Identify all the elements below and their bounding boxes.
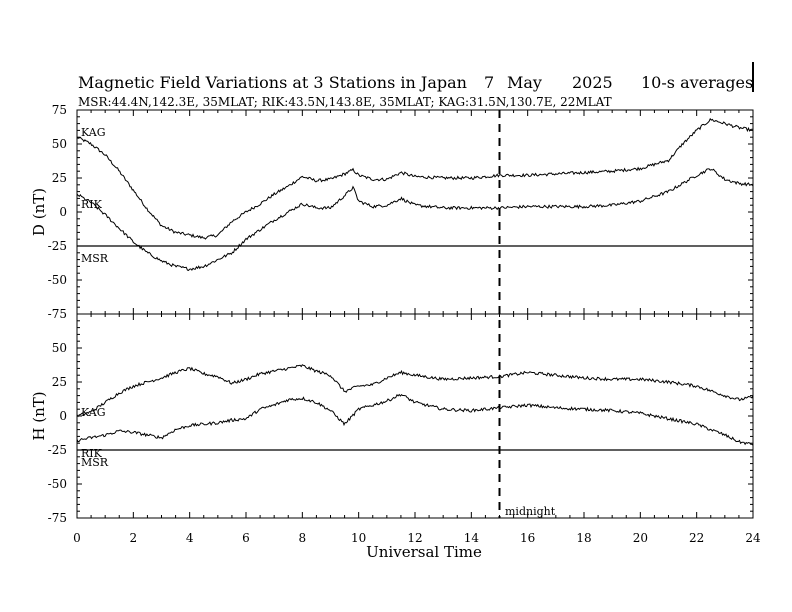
station-info: MSR:44.4N,142.3E, 35MLAT; RIK:43.5N,143.… <box>78 95 612 109</box>
y-tick-label: 50 <box>52 137 67 151</box>
panel-h-ylabel: H (nT) <box>30 391 48 440</box>
x-tick-label: 2 <box>130 531 138 545</box>
y-tick-label: -25 <box>48 239 67 253</box>
date-day: 7 <box>484 73 494 92</box>
y-tick-label: 75 <box>52 103 67 117</box>
panel-d-frame <box>76 109 754 315</box>
y-tick-label: 50 <box>52 341 67 355</box>
y-tick-label: 0 <box>59 409 67 423</box>
x-tick-label: 8 <box>299 531 307 545</box>
midnight-label: midnight <box>505 505 556 518</box>
y-tick-label: -75 <box>48 511 67 525</box>
series-rik-h-line <box>76 393 754 446</box>
y-tick-label: 25 <box>52 171 67 185</box>
x-tick-label: 24 <box>745 531 761 545</box>
series-rik-d-line <box>76 168 754 271</box>
series-kag-d-line <box>76 117 753 240</box>
station-label-h-kag: KAG <box>81 406 106 419</box>
y-tick-label: -75 <box>48 307 67 321</box>
x-tick-label: 12 <box>407 531 422 545</box>
x-axis-label: Universal Time <box>366 543 482 561</box>
x-tick-label: 22 <box>689 531 704 545</box>
station-label-d-kag: KAG <box>81 126 106 139</box>
x-tick-label: 20 <box>633 531 648 545</box>
date-month: May <box>507 73 542 92</box>
series-kag-h-line <box>76 364 754 418</box>
x-tick-label: 18 <box>576 531 591 545</box>
y-tick-label: -25 <box>48 443 67 457</box>
x-tick-label: 0 <box>73 531 81 545</box>
x-tick-label: 16 <box>520 531 535 545</box>
date-year: 2025 <box>572 73 613 92</box>
station-label-h-msr: MSR <box>81 456 109 469</box>
panel-d-ylabel: D (nT) <box>30 188 48 236</box>
chart-title: Magnetic Field Variations at 3 Stations … <box>78 73 467 92</box>
x-tick-label: 14 <box>464 531 480 545</box>
x-tick-label: 10 <box>351 531 366 545</box>
x-tick-label: 6 <box>242 531 250 545</box>
panel-h-frame <box>76 313 754 519</box>
averaging-note: 10-s averages <box>641 73 753 92</box>
y-tick-label: -50 <box>48 273 67 287</box>
y-tick-label: 25 <box>52 375 67 389</box>
y-tick-label: -50 <box>48 477 67 491</box>
y-tick-label: 0 <box>59 205 67 219</box>
x-tick-label: 4 <box>186 531 194 545</box>
station-label-d-msr: MSR <box>81 252 109 265</box>
